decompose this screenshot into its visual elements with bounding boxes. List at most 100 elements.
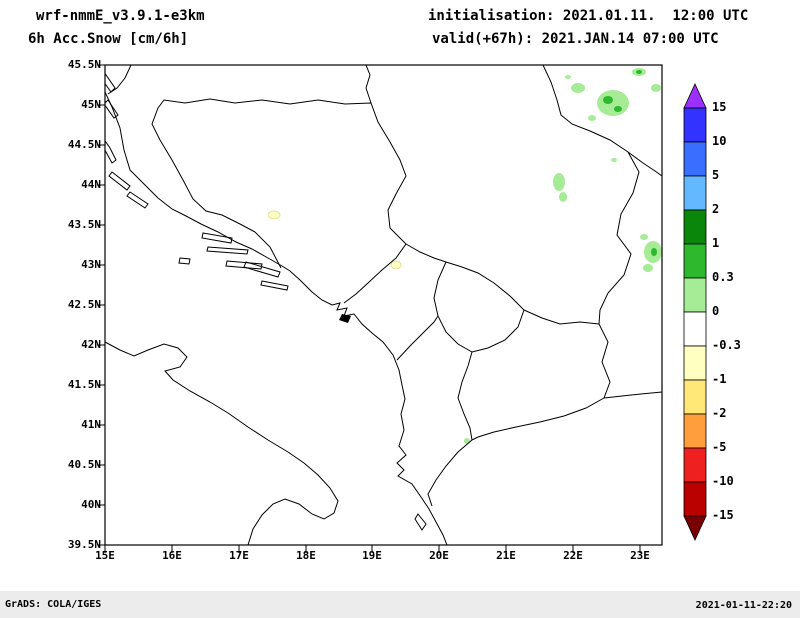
colorbar: [683, 83, 707, 541]
coastline-italy: [105, 341, 339, 545]
snow-blob: [640, 234, 648, 240]
snow-blob: [565, 75, 571, 79]
lon-label: 19E: [362, 549, 382, 562]
yellow-spot: [390, 260, 402, 270]
border-macedonia-greece: [471, 397, 605, 441]
lon-label: 17E: [229, 549, 249, 562]
colorbar-label: 10: [712, 134, 727, 148]
lat-label: 39.5N: [67, 538, 101, 551]
colorbar-label: 0: [712, 304, 720, 318]
lon-label: 15E: [95, 549, 115, 562]
model-title: wrf-nmmE_v3.9.1-e3km: [36, 8, 205, 24]
lon-label: 21E: [496, 549, 516, 562]
border-croatia-bosnia-serbia: [151, 98, 407, 304]
colorbar-label: -5: [712, 440, 727, 454]
lat-label: 40.5N: [67, 458, 101, 471]
lon-label: 16E: [162, 549, 182, 562]
island: [105, 139, 117, 164]
colorbar-label: -0.3: [712, 338, 741, 352]
snow-blob: [559, 192, 567, 202]
lat-ticks: [97, 64, 105, 546]
snow-blob: [651, 84, 661, 92]
lon-label: 22E: [563, 549, 583, 562]
colorbar-segment: [683, 311, 707, 347]
colorbar-segment: [683, 447, 707, 483]
border-slovenia-croatia: [107, 65, 132, 95]
valid-time: valid(+67h): 2021.JAN.14 07:00 UTC: [432, 31, 719, 47]
colorbar-label: -15: [712, 508, 734, 522]
colorbar-segment: [683, 209, 707, 245]
border-serbia-bulgaria: [598, 151, 640, 325]
colorbar-label: -1: [712, 372, 727, 386]
lat-label: 41.5N: [67, 378, 101, 391]
lat-label: 44.5N: [67, 138, 101, 151]
snow-core: [636, 70, 642, 74]
colorbar-top-arrow: [683, 83, 707, 109]
colorbar-segment: [683, 243, 707, 279]
lat-label: 43.5N: [67, 218, 101, 231]
lat-label: 44N: [81, 178, 101, 191]
lon-label: 20E: [429, 549, 449, 562]
colorbar-segment: [683, 141, 707, 177]
snow-core: [651, 248, 657, 256]
border-serbia-romania-danube: [542, 65, 662, 177]
lon-label: 23E: [630, 549, 650, 562]
map-lines-group: [105, 65, 662, 545]
colorbar-segment: [683, 481, 707, 517]
grads-credit: GrADS: COLA/IGES: [5, 599, 102, 610]
island: [201, 232, 233, 244]
colorbar-label: 5: [712, 168, 720, 182]
island: [105, 72, 116, 93]
snow-blob: [611, 158, 617, 162]
lon-ticks: [104, 545, 641, 553]
snow-shading-group: [267, 68, 662, 444]
colorbar-segment: [683, 107, 707, 143]
island-corfu: [414, 513, 427, 531]
border-montenegro-serbia: [405, 243, 447, 263]
colorbar-label: 0.3: [712, 270, 734, 284]
lat-label: 45.5N: [67, 58, 101, 71]
snow-blob: [553, 173, 565, 191]
border-bulgaria-greece: [603, 391, 662, 399]
lat-label: 42.5N: [67, 298, 101, 311]
island: [206, 246, 249, 255]
border-croatia-serbia-north: [365, 65, 372, 104]
bay-of-kotor-mark: [339, 314, 351, 323]
snow-blob: [643, 264, 653, 272]
island: [178, 257, 191, 265]
creation-timestamp: 2021-01-11-22:20: [695, 600, 792, 611]
snow-blob: [588, 115, 596, 121]
lat-label: 45N: [81, 98, 101, 111]
lat-label: 42N: [81, 338, 101, 351]
lat-label: 40N: [81, 498, 101, 511]
snow-blob: [597, 90, 629, 116]
colorbar-label: 15: [712, 100, 727, 114]
colorbar-label: -10: [712, 474, 734, 488]
island: [108, 171, 131, 191]
island: [243, 261, 281, 278]
coastline-east-adriatic: [105, 91, 448, 545]
island: [105, 99, 119, 119]
yellow-spot: [267, 210, 281, 220]
field-title: 6h Acc.Snow [cm/6h]: [28, 31, 189, 47]
colorbar-label: -2: [712, 406, 727, 420]
snow-core: [614, 106, 622, 112]
footer-bar: [0, 591, 800, 618]
init-time: initialisation: 2021.01.11. 12:00 UTC: [428, 8, 749, 24]
border-albania-greece: [427, 439, 473, 507]
colorbar-segment: [683, 379, 707, 415]
border-montenegro-albania: [396, 315, 439, 361]
border-albania-macedonia: [457, 351, 473, 441]
colorbar-segment: [683, 175, 707, 211]
colorbar-segment: [683, 345, 707, 381]
colorbar-segment: [683, 413, 707, 449]
colorbar-label: 2: [712, 202, 720, 216]
border-macedonia-bulgaria: [598, 323, 611, 399]
snow-blob: [571, 83, 585, 93]
lat-label: 43N: [81, 258, 101, 271]
border-macedonia-serbia: [523, 309, 600, 325]
colorbar-segment: [683, 277, 707, 313]
island: [260, 280, 289, 291]
